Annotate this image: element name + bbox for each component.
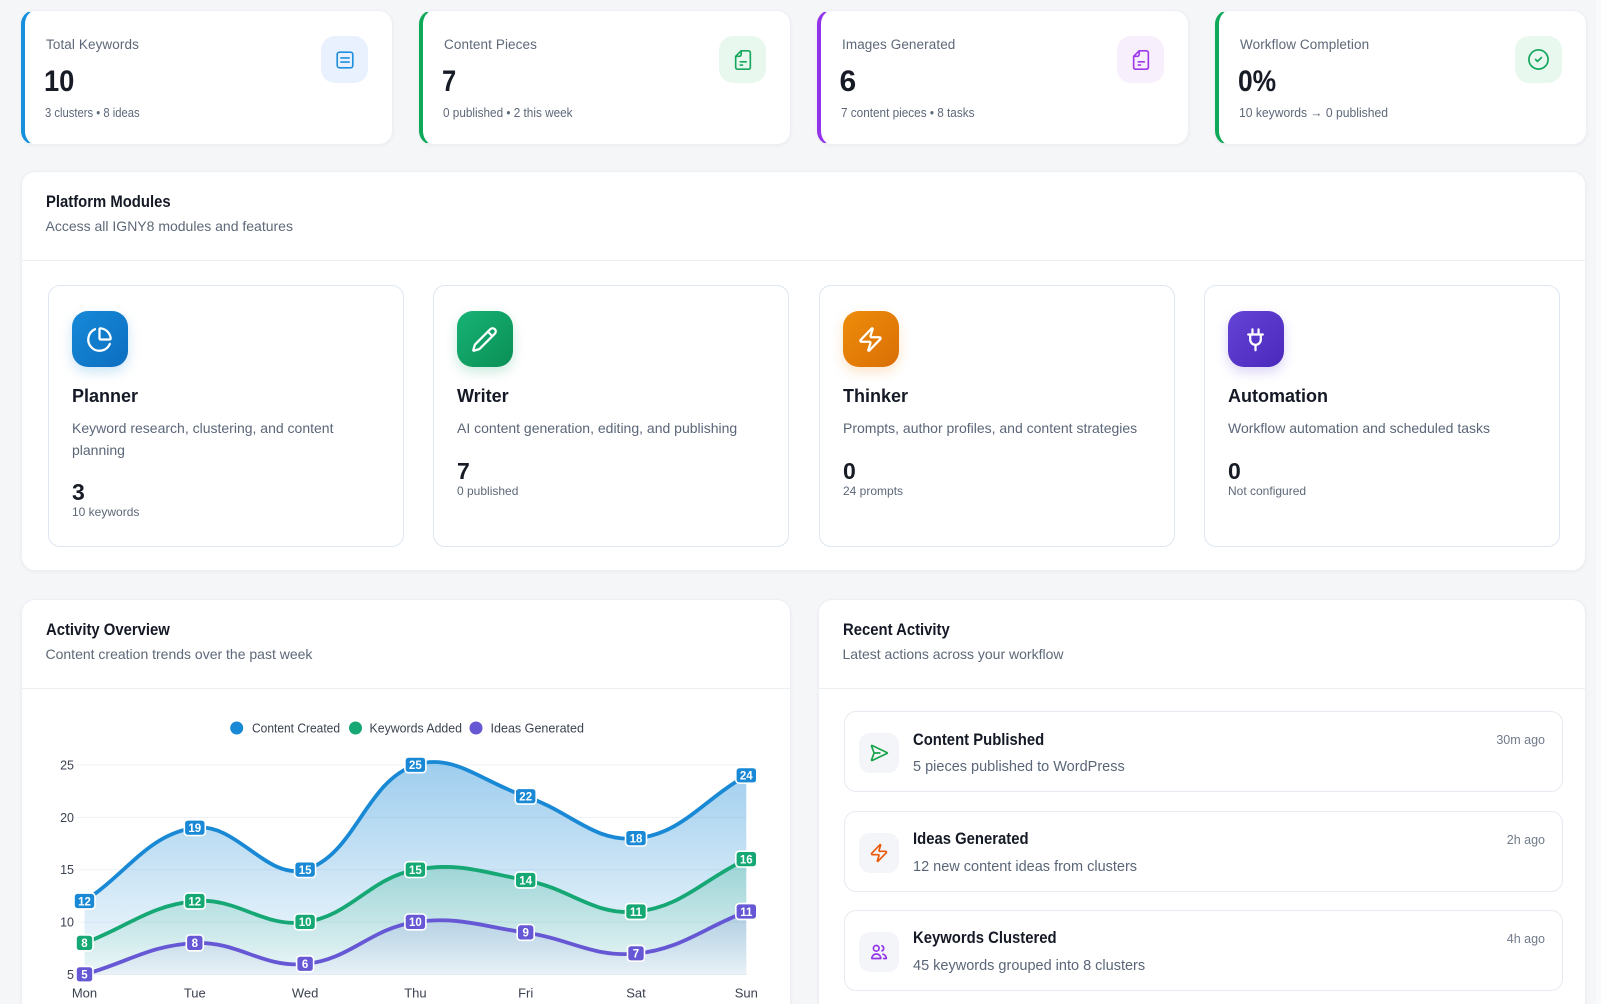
svg-text:8: 8 — [81, 938, 88, 950]
svg-text:15: 15 — [60, 863, 74, 877]
svg-text:25: 25 — [409, 760, 422, 772]
svg-text:Keywords Added: Keywords Added — [370, 721, 463, 736]
svg-text:12: 12 — [78, 896, 91, 908]
svg-text:Wed: Wed — [292, 986, 319, 1001]
svg-text:10: 10 — [60, 916, 74, 930]
svg-text:11: 11 — [630, 907, 643, 919]
svg-text:Sun: Sun — [735, 986, 758, 1001]
svg-text:6: 6 — [302, 959, 308, 971]
svg-text:16: 16 — [740, 854, 753, 866]
svg-text:8: 8 — [192, 938, 199, 950]
svg-text:Fri: Fri — [518, 986, 533, 1001]
svg-text:22: 22 — [519, 792, 532, 804]
svg-text:15: 15 — [409, 865, 422, 877]
svg-text:Content Created: Content Created — [252, 721, 340, 736]
svg-text:20: 20 — [60, 811, 74, 825]
svg-text:12: 12 — [188, 896, 201, 908]
svg-text:Thu: Thu — [404, 986, 426, 1001]
svg-text:11: 11 — [740, 907, 753, 919]
svg-text:25: 25 — [60, 759, 74, 773]
svg-text:9: 9 — [522, 928, 528, 940]
svg-text:10: 10 — [299, 917, 312, 929]
svg-text:18: 18 — [630, 833, 643, 845]
svg-text:15: 15 — [299, 865, 312, 877]
svg-text:14: 14 — [519, 875, 532, 887]
svg-text:Ideas Generated: Ideas Generated — [491, 721, 585, 736]
svg-text:Mon: Mon — [72, 986, 97, 1001]
svg-text:10: 10 — [409, 917, 422, 929]
svg-text:Tue: Tue — [184, 986, 206, 1001]
svg-text:5: 5 — [81, 970, 88, 982]
svg-text:19: 19 — [188, 823, 201, 835]
svg-text:Sat: Sat — [626, 986, 646, 1001]
svg-text:7: 7 — [633, 949, 639, 961]
svg-text:5: 5 — [67, 968, 74, 982]
svg-text:24: 24 — [740, 771, 753, 783]
